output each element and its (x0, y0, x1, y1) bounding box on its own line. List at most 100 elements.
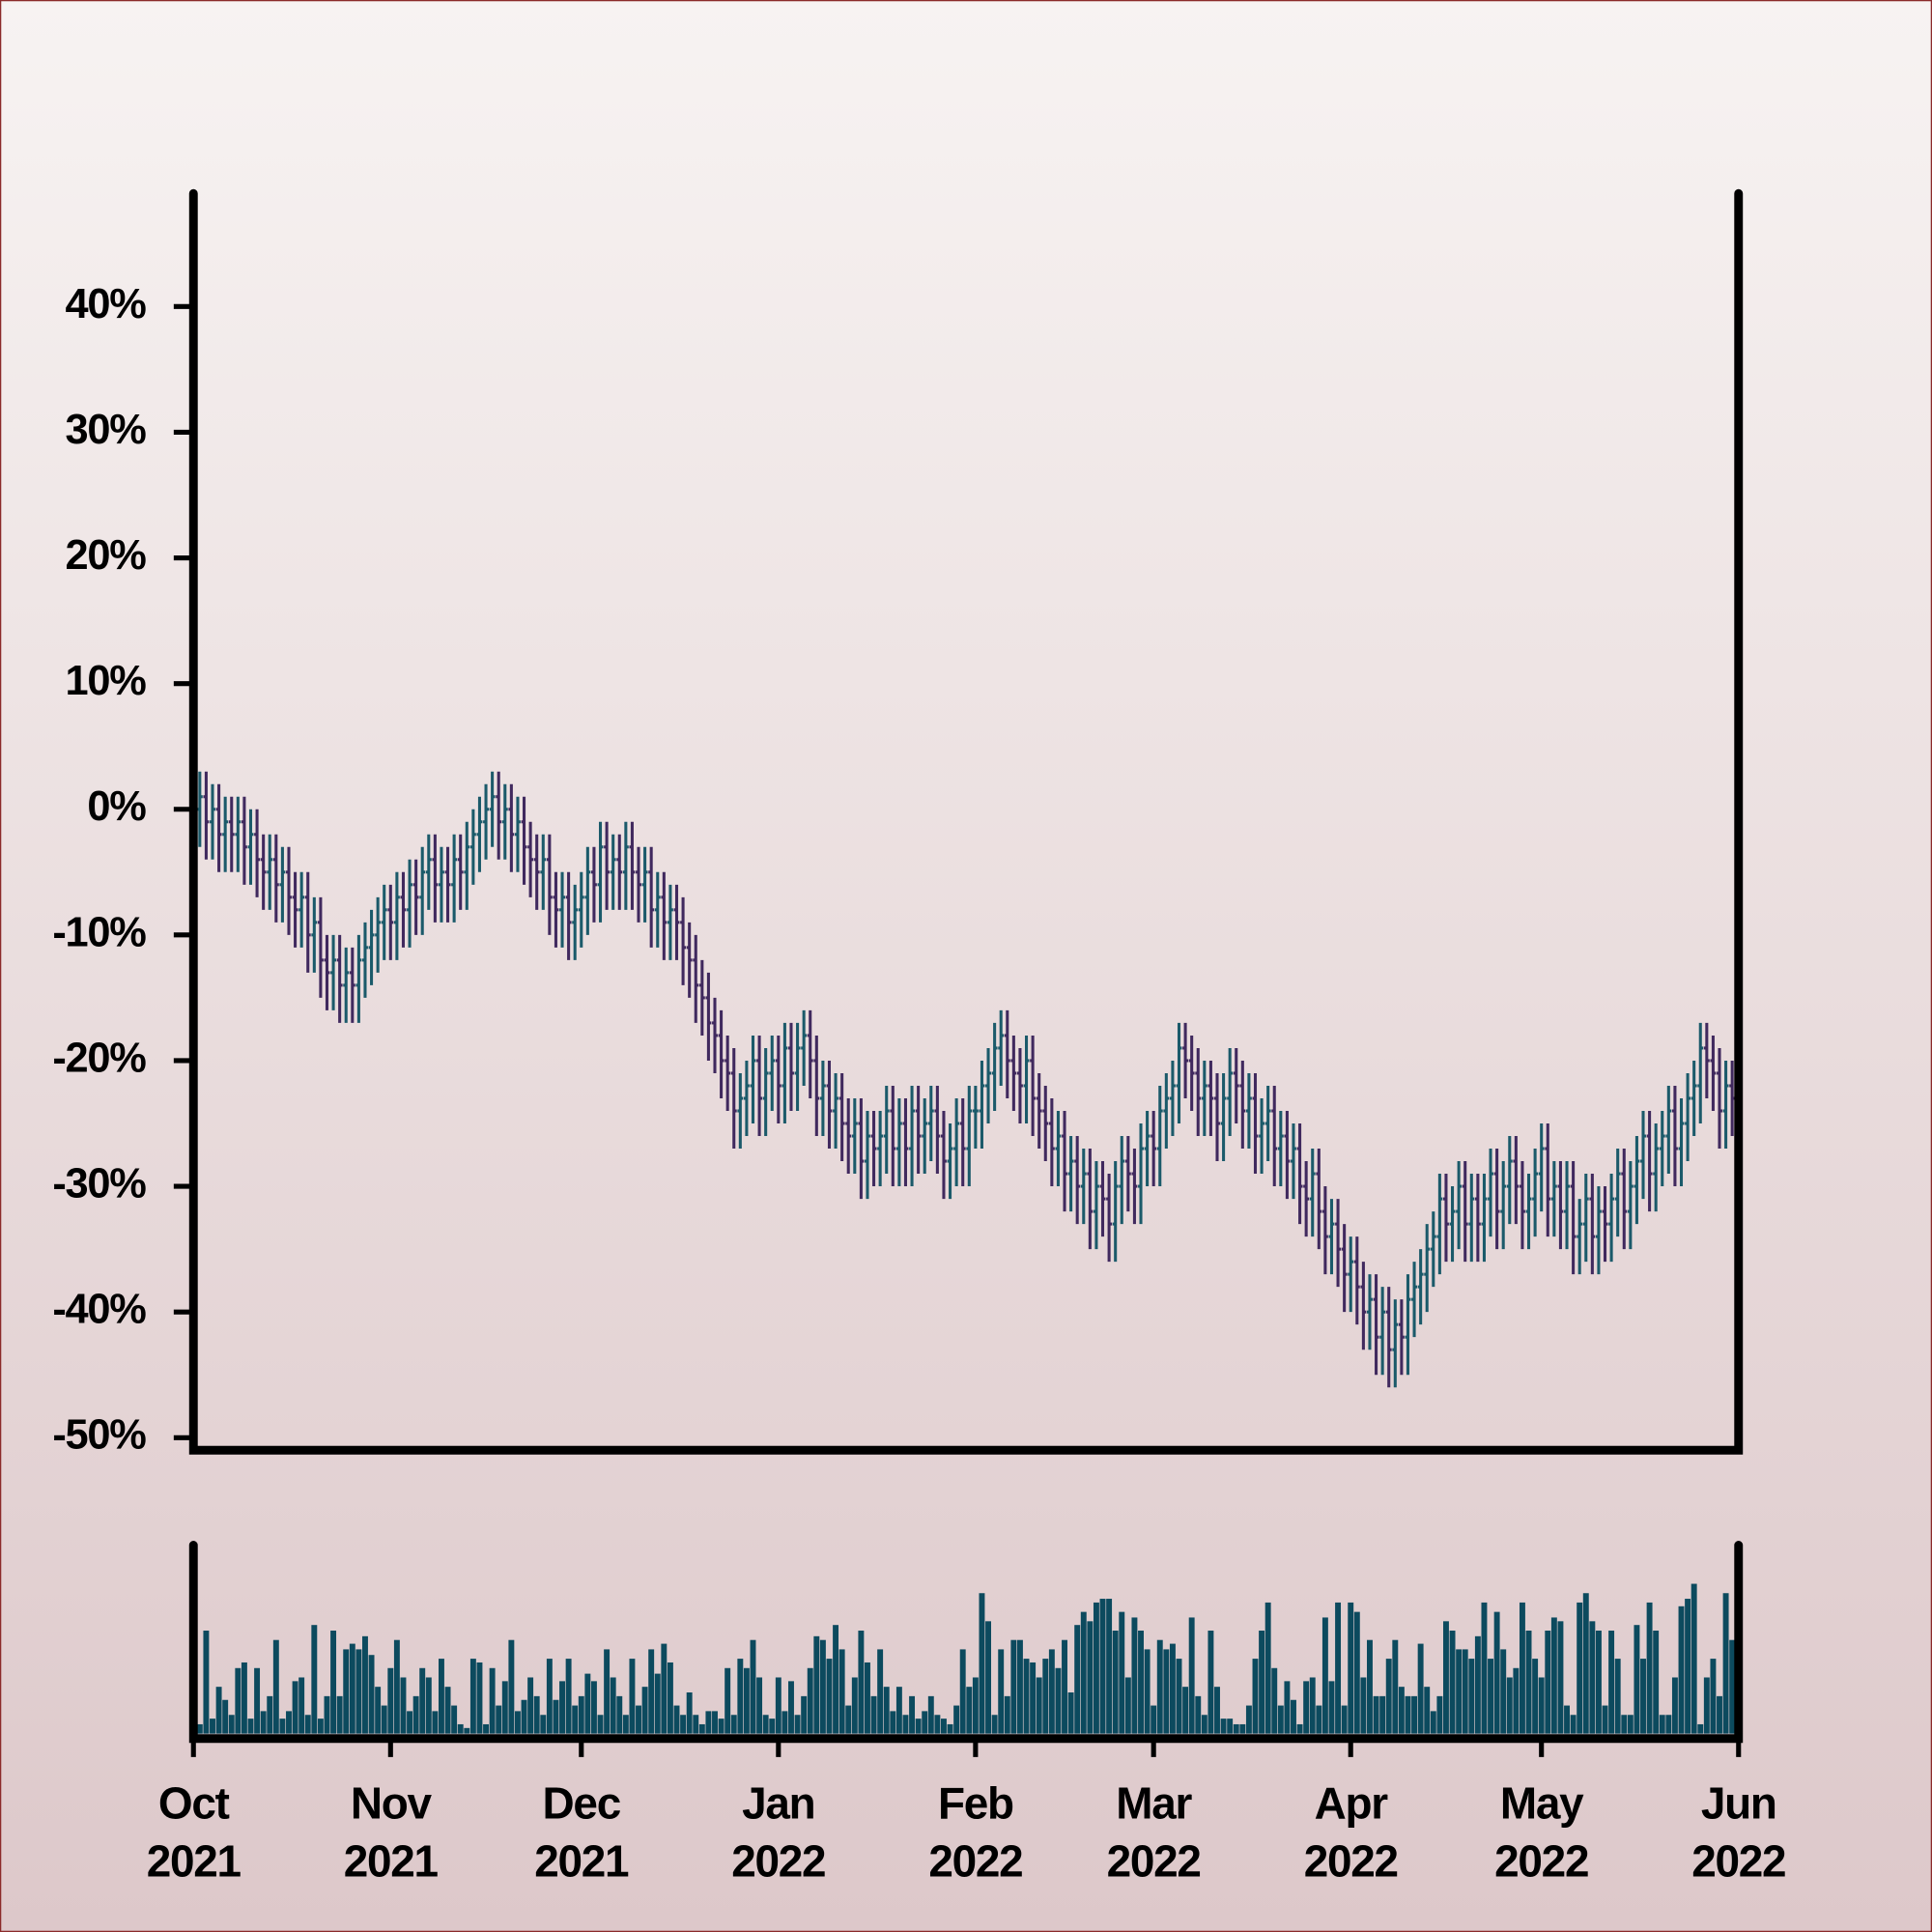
volume-bar (737, 1659, 744, 1734)
volume-bar (851, 1677, 858, 1734)
volume-bar (1124, 1677, 1131, 1734)
volume-bar (496, 1705, 502, 1734)
volume-bar (457, 1723, 464, 1734)
volume-bar (1252, 1659, 1259, 1734)
volume-bar (527, 1677, 534, 1734)
volume-bar (1398, 1687, 1405, 1734)
volume-bar (393, 1639, 400, 1734)
volume-bar (788, 1681, 794, 1734)
volume-bar (1564, 1705, 1570, 1734)
volume-bar (705, 1711, 712, 1734)
volume-bar (1436, 1695, 1443, 1734)
volume-bar (1195, 1695, 1202, 1734)
volume-bar (1373, 1695, 1379, 1734)
volume-bar (1245, 1705, 1252, 1734)
volume-bar (597, 1715, 604, 1734)
volume-bar (718, 1719, 724, 1734)
volume-bar (387, 1667, 394, 1734)
volume-bar (1417, 1643, 1424, 1734)
volume-bar (838, 1649, 845, 1734)
volume-bar (1055, 1667, 1062, 1734)
volume-bar (1646, 1602, 1653, 1734)
x-tick-label-box: Jun 2022 (1691, 1778, 1786, 1887)
volume-bar (1264, 1602, 1271, 1734)
volume-bar (362, 1635, 368, 1734)
volume-bar (324, 1695, 330, 1734)
volume-bar (1010, 1639, 1017, 1734)
volume-bar (476, 1662, 483, 1734)
volume-bar (686, 1691, 693, 1734)
volume-bar (1341, 1705, 1348, 1734)
volume-bar (412, 1695, 419, 1734)
volume-bar (610, 1677, 616, 1734)
volume-bar (241, 1662, 247, 1734)
volume-bar (641, 1687, 648, 1734)
volume-bar (439, 1659, 444, 1734)
y-tick-label: -10% (52, 909, 146, 955)
volume-bar (1080, 1611, 1087, 1734)
volume-bar (616, 1695, 623, 1734)
volume-bar (1335, 1602, 1342, 1734)
volume-bar (1385, 1659, 1392, 1734)
volume-bar (1671, 1677, 1678, 1734)
volume-bar (794, 1715, 801, 1734)
volume-bar (661, 1643, 668, 1734)
volume-bar (1233, 1723, 1239, 1734)
y-tick-label: 10% (66, 658, 147, 704)
volume-bar (546, 1659, 553, 1734)
volume-bar (1036, 1677, 1042, 1734)
y-tick-label: -50% (52, 1412, 146, 1459)
volume-bar (1685, 1599, 1691, 1734)
volume-bar (966, 1687, 973, 1734)
x-tick-label-box: Dec 2021 (534, 1778, 629, 1887)
volume-bar (1048, 1649, 1055, 1734)
volume-bar (712, 1711, 718, 1734)
volume-bar (801, 1695, 808, 1734)
volume-bar (1296, 1723, 1303, 1734)
x-tick-label: Oct 2021 (146, 1777, 242, 1887)
volume-bar (1099, 1599, 1106, 1734)
volume-bar (1634, 1625, 1640, 1734)
volume-bar (355, 1649, 362, 1734)
volume-bar (1468, 1659, 1475, 1734)
volume-bar (196, 1723, 203, 1734)
volume-bar (1690, 1583, 1697, 1734)
volume-bar (469, 1659, 476, 1734)
volume-bar (1538, 1677, 1545, 1734)
volume-bar (1614, 1659, 1621, 1734)
volume-bar (1220, 1719, 1227, 1734)
volume-bar (400, 1677, 407, 1734)
volume-bar (1367, 1639, 1373, 1734)
volume-bar (972, 1677, 979, 1734)
volume-bar (203, 1631, 210, 1734)
volume-bar (890, 1711, 896, 1734)
y-tick-label: -40% (52, 1287, 146, 1333)
volume-bar (298, 1677, 305, 1734)
volume-bar (1138, 1631, 1144, 1734)
volume-bar (349, 1643, 355, 1734)
volume-bar (1442, 1621, 1449, 1734)
volume-bar (1144, 1649, 1151, 1734)
volume-bar (1119, 1611, 1125, 1734)
volume-bar (934, 1715, 941, 1734)
volume-bar (540, 1715, 547, 1734)
volume-bar (1151, 1705, 1157, 1734)
volume-bar (1411, 1695, 1418, 1734)
volume-bar (883, 1687, 890, 1734)
volume-bar (769, 1719, 776, 1734)
y-tick-label: 40% (66, 281, 147, 327)
volume-bar (215, 1687, 222, 1734)
y-tick-label: 30% (66, 407, 147, 453)
x-tick-label-box: Jan 2022 (731, 1778, 826, 1887)
volume-bar (858, 1631, 865, 1734)
volume-bar (1112, 1631, 1119, 1734)
y-tick-label: 0% (87, 783, 146, 830)
volume-bar (1353, 1611, 1360, 1734)
volume-bar (1360, 1677, 1367, 1734)
volume-bar (927, 1695, 934, 1734)
volume-bar (1176, 1659, 1182, 1734)
volume-bar (1328, 1681, 1335, 1734)
volume-bar (1665, 1715, 1672, 1734)
volume-bar (1577, 1602, 1583, 1734)
